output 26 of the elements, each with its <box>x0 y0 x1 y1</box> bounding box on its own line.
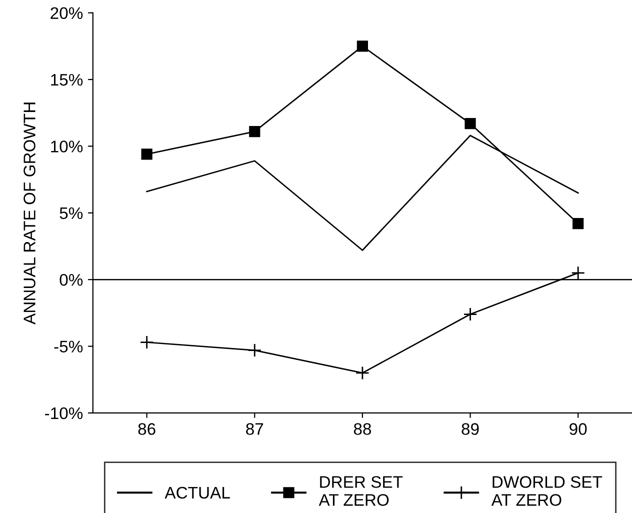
y-tick-label: -5% <box>54 340 83 352</box>
point <box>248 343 262 358</box>
y-tick-label: 10% <box>51 140 83 152</box>
y-tick-label: 20% <box>50 7 83 20</box>
point <box>249 126 260 138</box>
y-tick-label: 0% <box>60 274 83 286</box>
x-tick-label: 88 <box>354 423 371 435</box>
legend-label: ACTUAL <box>164 486 230 499</box>
x-tick-label: 86 <box>138 423 156 435</box>
y-tick-label: 5% <box>60 207 83 220</box>
y-tick-label: -10% <box>45 407 83 420</box>
y-tick-label: 15% <box>51 74 83 86</box>
x-tick-label: 90 <box>570 423 587 435</box>
x-tick-label: 87 <box>246 423 264 435</box>
legend-label: DRER SET AT ZERO <box>318 476 403 506</box>
point <box>141 148 152 160</box>
legend-label: DWORLD SET AT ZERO <box>491 476 602 506</box>
y-axis-title: ANNUAL RATE OF GROWTH <box>24 102 36 324</box>
point <box>140 335 154 350</box>
point <box>356 366 370 380</box>
point <box>464 118 476 130</box>
x-tick-label: 89 <box>462 423 479 435</box>
point <box>571 266 586 280</box>
point <box>572 218 584 230</box>
point <box>463 307 478 322</box>
point <box>356 40 368 52</box>
